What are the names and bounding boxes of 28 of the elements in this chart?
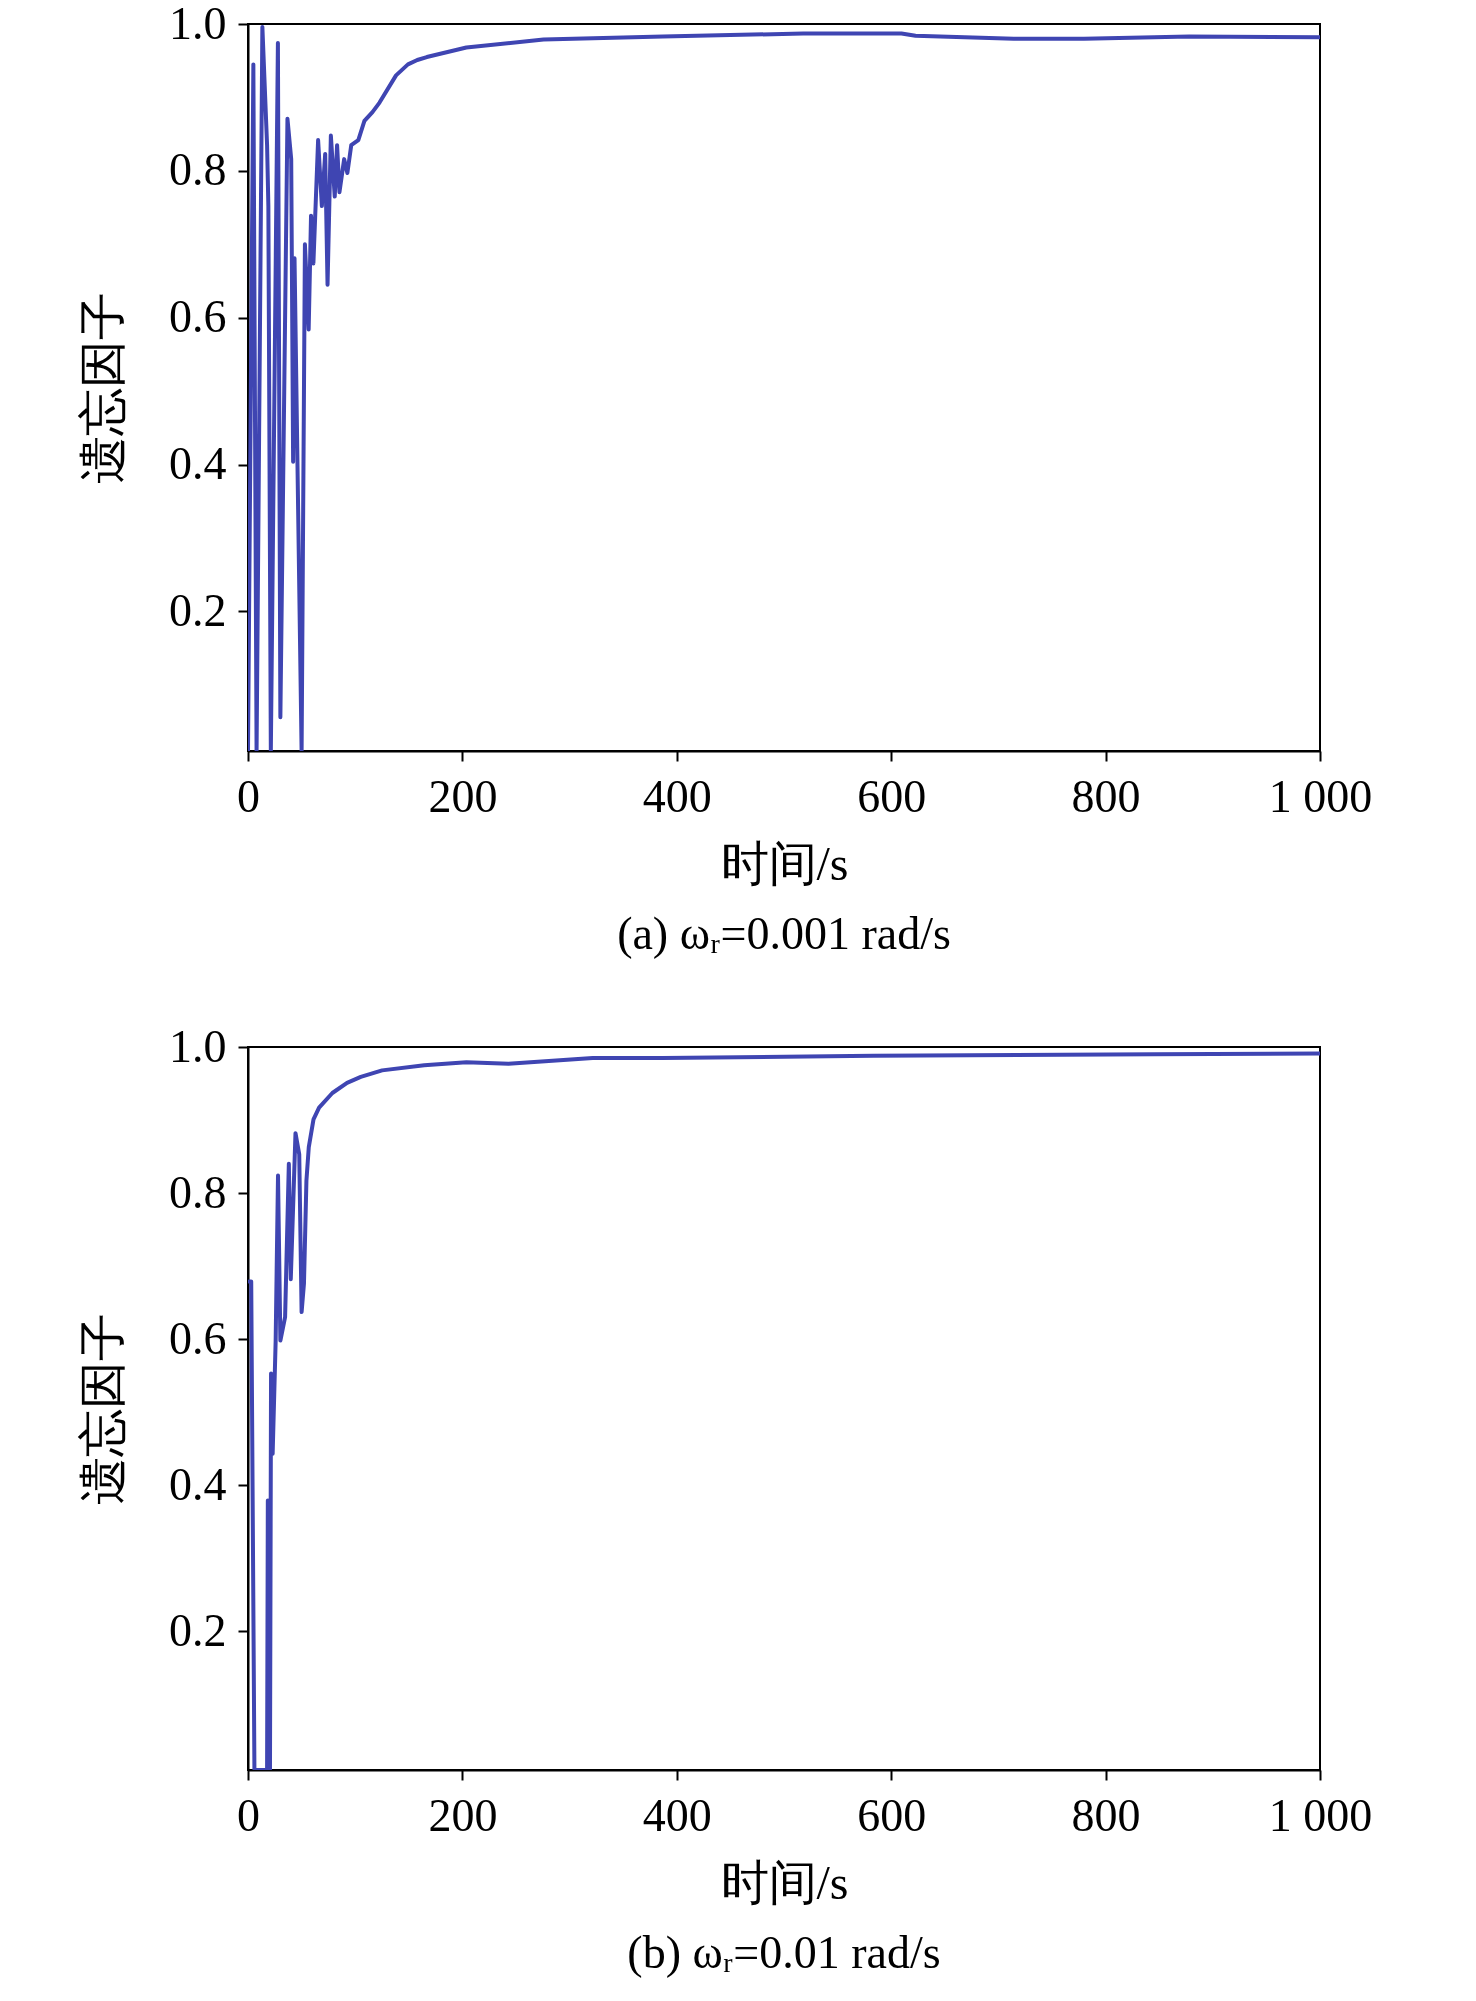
y-tick-label: 1.0	[169, 1020, 227, 1072]
x-tick-label: 200	[428, 770, 498, 822]
y-tick-label: 0.4	[169, 438, 227, 490]
y-tick-label: 0.2	[169, 1604, 227, 1656]
x-axis-title: 时间/s	[720, 836, 849, 890]
text: (b) ωᵣ=0.01 rad/s	[627, 1927, 941, 1978]
y-tick-label: 0.6	[169, 291, 227, 343]
x-tick-label: 1 000	[1268, 1789, 1373, 1841]
y-tick-label: 0.2	[169, 584, 227, 636]
y-axis-title: 遗忘因子	[76, 1313, 129, 1505]
x-tick-label: 0	[237, 1789, 260, 1841]
text: (a) ωᵣ=0.001 rad/s	[617, 908, 951, 959]
x-tick-label: 800	[1071, 770, 1141, 822]
x-tick-label: 600	[857, 770, 927, 822]
x-tick-label: 400	[642, 1789, 712, 1841]
y-tick-label: 0.4	[169, 1458, 227, 1510]
x-axis-title: 时间/s	[720, 1855, 849, 1909]
x-tick-label: 200	[428, 1789, 498, 1841]
y-tick-label: 0.8	[169, 1166, 227, 1218]
x-tick-label: 400	[642, 770, 712, 822]
y-tick-label: 0.8	[169, 144, 227, 196]
y-axis-title: 遗忘因子	[76, 292, 129, 484]
y-tick-label: 1.0	[169, 0, 227, 49]
x-tick-label: 1 000	[1268, 770, 1373, 822]
x-tick-label: 600	[857, 1789, 927, 1841]
x-tick-label: 800	[1071, 1789, 1141, 1841]
x-tick-label: 0	[237, 770, 260, 822]
y-tick-label: 0.6	[169, 1312, 227, 1364]
